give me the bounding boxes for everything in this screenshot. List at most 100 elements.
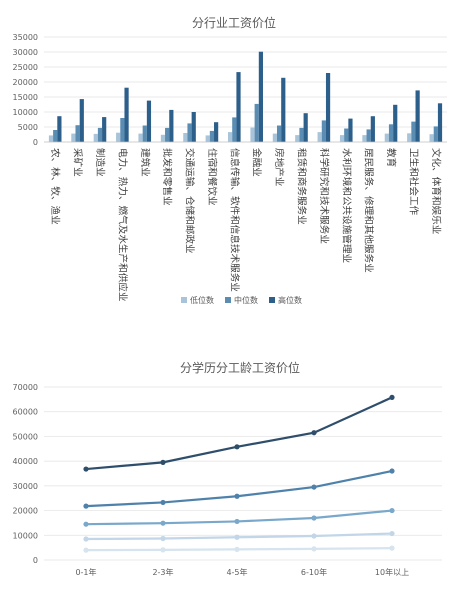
series-point [311, 533, 317, 539]
industry-bar [165, 127, 170, 142]
industry-category-label: 电力、热力、燃气及水生产和供应业 [116, 148, 128, 302]
industry-bar [348, 118, 353, 142]
industry-category-label: 科学研究和技术服务业 [318, 148, 330, 244]
industry-bar [370, 116, 375, 142]
industry-bar [209, 130, 215, 142]
industry-bar [102, 117, 107, 142]
series-point [234, 493, 240, 499]
seniority-y-tick: 40000 [13, 457, 38, 466]
industry-bar [276, 125, 282, 142]
series-point [234, 444, 240, 450]
legend-label: 低位数 [190, 295, 214, 305]
industry-category-label: 住宿和餐饮业 [206, 148, 218, 206]
industry-bar [384, 133, 389, 142]
industry-bar [183, 133, 188, 142]
industry-bar [116, 132, 121, 142]
industry-bar [75, 125, 80, 142]
industry-bar [258, 51, 263, 143]
industry-y-tick: 20000 [13, 78, 38, 87]
industry-bar [53, 130, 58, 142]
industry-category-label: 交通运输、仓储和邮政业 [184, 148, 196, 254]
industry-bar [317, 132, 322, 142]
industry-y-tick: 5000 [18, 123, 38, 132]
industry-category-label: 房地产业 [273, 148, 285, 187]
industry-category-label: 卫生和社会工作 [407, 148, 419, 216]
series-point [160, 535, 166, 542]
series-point [234, 546, 240, 552]
series-point [160, 547, 166, 553]
industry-bar [120, 118, 125, 142]
series-point [83, 466, 89, 472]
seniority-y-tick: 60000 [13, 408, 38, 417]
industry-category-label: 居民服务、修理和其他服务业 [363, 148, 375, 273]
series-point [234, 518, 240, 525]
industry-category-label: 信息传输、软件和信息技术服务业 [228, 148, 240, 292]
industry-bar [254, 103, 259, 142]
legend-swatch [225, 297, 231, 303]
seniority-category-label: 10年以上 [375, 567, 409, 577]
industry-bar [344, 128, 349, 142]
legend-label: 中位数 [234, 295, 258, 305]
industry-category-label: 文化、体育和娱乐业 [430, 148, 442, 235]
industry-bar [169, 109, 174, 142]
series-point [83, 521, 89, 527]
industry-bar [272, 133, 277, 142]
industry-bar [97, 127, 103, 142]
industry-bar [142, 125, 147, 142]
industry-bar [124, 87, 129, 142]
industry-category-label: 租赁和商务服务业 [295, 148, 307, 225]
industry-bar [236, 72, 241, 142]
industry-category-label: 制造业 [94, 148, 106, 177]
legend-swatch [269, 297, 275, 303]
seniority-y-tick: 30000 [13, 482, 38, 491]
industry-bar [138, 133, 143, 142]
seniority-y-tick: 20000 [13, 507, 38, 516]
seniority-y-tick: 10000 [13, 531, 38, 540]
industry-category-label: 批发和零售业 [161, 148, 173, 206]
industry-category-label: 农、林、牧、渔业 [49, 148, 61, 225]
industry-bar [429, 134, 434, 142]
series-point [311, 430, 317, 436]
industry-bar [393, 104, 398, 142]
industry-y-tick: 10000 [13, 108, 38, 117]
seniority-y-tick: 70000 [13, 383, 38, 392]
industry-category-label: 建筑业 [139, 148, 151, 177]
series-point [83, 547, 89, 553]
seniority-chart-title: 分学历分工龄工资价位 [180, 360, 300, 375]
industry-category-label: 金融业 [251, 148, 263, 177]
industry-wage-chart: 分行业工资价位 0 5000 10000 15000 20000 25000 30000 35… [13, 15, 447, 305]
industry-y-tick: 25000 [13, 63, 38, 72]
series-point [389, 545, 395, 551]
industry-bar [437, 103, 443, 142]
series-line [85, 469, 393, 508]
industry-bar [205, 135, 210, 142]
industry-y-tick: 35000 [13, 33, 38, 42]
industry-bar [79, 99, 84, 142]
industry-category-label: 采矿业 [72, 148, 84, 177]
industry-bar [48, 135, 54, 142]
series-point [234, 534, 240, 540]
seniority-y-tick: 0 [33, 556, 38, 565]
industry-bar [407, 133, 412, 142]
series-point [389, 530, 395, 537]
industry-bar [321, 120, 326, 142]
industry-y-tick: 0 [33, 138, 38, 147]
industry-bar [411, 121, 416, 142]
industry-bar [295, 135, 300, 142]
industry-bar [93, 133, 98, 142]
industry-category-label: 水利环境和公共设施管理业 [340, 148, 352, 264]
industry-y-tick: 15000 [13, 93, 38, 102]
series-point [160, 499, 166, 506]
industry-category-label: 教育 [385, 148, 397, 168]
industry-bar [303, 113, 308, 142]
industry-bar [250, 127, 255, 142]
industry-y-tick: 30000 [13, 48, 38, 57]
industry-bar [299, 127, 304, 142]
industry-bar [57, 116, 62, 142]
legend-label: 高位数 [278, 295, 302, 305]
series-point [83, 503, 89, 509]
industry-bar [415, 90, 420, 142]
industry-bar [191, 112, 196, 142]
industry-bar [388, 124, 394, 142]
industry-bar [281, 77, 286, 142]
